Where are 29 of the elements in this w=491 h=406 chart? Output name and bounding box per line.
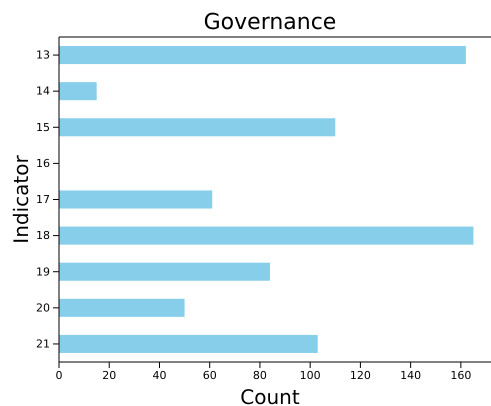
bar [59,82,97,100]
y-tick-label: 19 [36,265,50,278]
x-tick-label: 100 [300,368,321,382]
bar [59,46,466,64]
y-tick-label: 20 [36,301,50,314]
y-tick-label: 13 [36,48,50,62]
bar [59,334,318,353]
x-tick-label: 80 [252,368,267,382]
bar [59,226,474,245]
y-tick-label: 14 [36,84,50,98]
x-tick-label: 160 [450,368,472,382]
y-tick-label: 16 [36,156,50,170]
x-axis-title: Count [240,385,300,406]
y-tick-label: 21 [36,337,50,350]
x-tick-label: 60 [202,368,217,382]
chart-title: Governance [204,10,336,35]
x-tick-label: 0 [56,368,62,382]
bar [59,190,212,209]
bar [59,262,270,281]
x-tick-label: 20 [102,368,116,382]
x-tick-label: 40 [152,368,166,382]
y-tick-label: 17 [36,193,50,206]
y-tick-label: 15 [36,120,50,134]
bar [59,298,185,317]
y-tick-label: 18 [36,229,50,242]
y-axis-title: Indicator [9,154,33,244]
bar [59,118,336,136]
x-tick-label: 120 [350,368,371,382]
x-tick-label: 140 [400,368,422,382]
